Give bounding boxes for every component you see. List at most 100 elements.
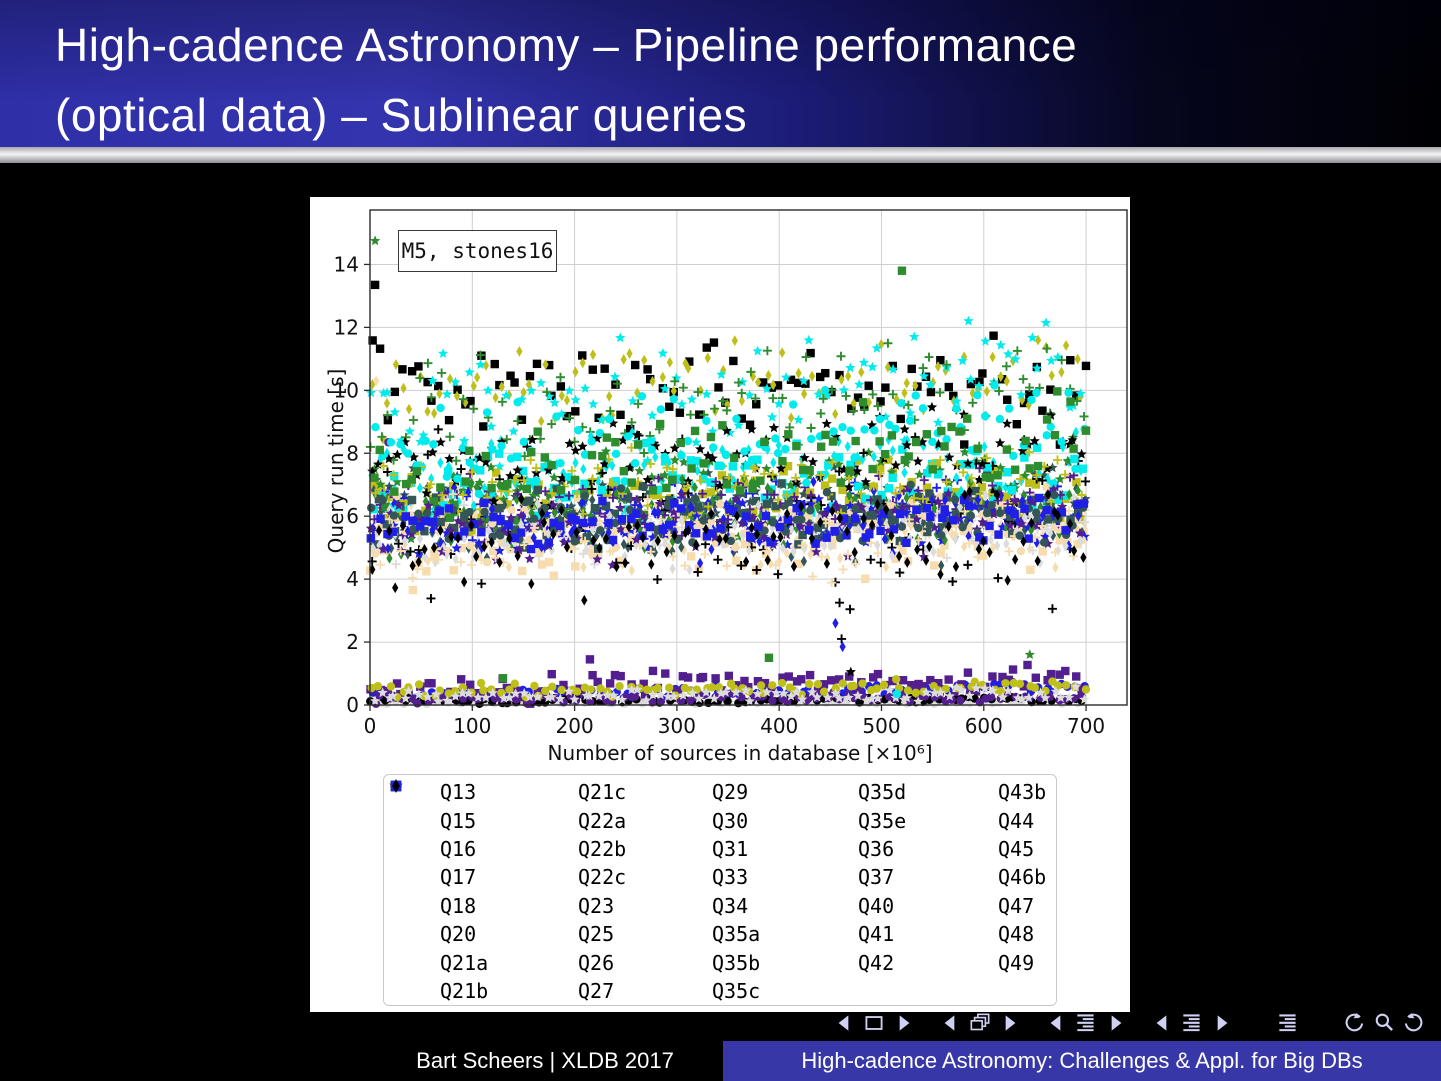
legend-label: Q21b <box>440 978 489 1003</box>
undo-icon[interactable] <box>1341 1010 1367 1036</box>
next-subsection-icon[interactable] <box>1209 1010 1235 1036</box>
slide-title-bar: High-cadence Astronomy – Pipeline perfor… <box>0 0 1441 147</box>
legend-label: Q35d <box>858 780 907 805</box>
series-Q49 <box>369 485 1087 606</box>
legend-marker-square-icon <box>390 780 424 832</box>
legend-item-q23: Q23 <box>392 779 670 920</box>
legend-item-q34: Q34 <box>390 780 816 920</box>
title-divider-strip <box>0 147 1441 163</box>
legend-item-q47: Q47 <box>390 780 1060 920</box>
legend-label: Q35b <box>712 950 761 975</box>
next-slide-icon[interactable] <box>891 1010 917 1036</box>
prev-subsection-icon[interactable] <box>1149 1010 1175 1036</box>
legend-label: Q44 <box>998 808 1035 833</box>
subsection-list-icon[interactable] <box>1179 1010 1205 1036</box>
y-axis-label: Query run time [s] <box>324 368 348 554</box>
x-tick-label: 700 <box>1067 714 1105 738</box>
legend-item-q35b: Q35b <box>392 779 816 976</box>
series-Q35c <box>370 681 1090 706</box>
legend-label: Q42 <box>858 950 895 975</box>
legend-item-q25: Q25 <box>389 779 670 948</box>
legend-item-q27: Q27 <box>390 780 670 1005</box>
legend-label: Q35a <box>712 922 761 947</box>
legend-marker-square-icon <box>390 780 424 974</box>
footer-author: Bart Scheers | XLDB 2017 <box>416 1048 674 1073</box>
legend-item-q22b: Q22b <box>390 780 670 863</box>
x-tick-label: 200 <box>556 714 594 738</box>
legend-marker-star-icon <box>389 779 424 888</box>
prev-slide-icon[interactable] <box>831 1010 857 1036</box>
legend-item-q35c: Q35c <box>389 779 816 1005</box>
legend-item-q22a: Q22a <box>390 780 670 834</box>
legend-label: Q30 <box>712 808 749 833</box>
legend-item-q42: Q42 <box>390 780 956 976</box>
legend-item-q37: Q37 <box>392 779 956 891</box>
legend-item-q17: Q17 <box>389 779 536 891</box>
legend-label: Q34 <box>712 893 749 918</box>
legend-item-q43b: Q43b <box>390 778 1060 806</box>
series-Q15 <box>368 280 1091 449</box>
legend-label: Q25 <box>578 922 615 947</box>
legend-item-q31: Q31 <box>389 779 816 863</box>
legend-label: Q36 <box>858 836 895 861</box>
x-tick-label: 600 <box>965 714 1003 738</box>
prev-frame-icon[interactable] <box>937 1010 963 1036</box>
plot-legend: Q13 Q15 Q16 Q17 Q18 Q20 Q21a Q21b Q21c Q22a Q22b Q2… <box>383 774 1057 1006</box>
legend-item-q21b: Q21b <box>392 779 536 1005</box>
scatter-plot: 0 100 200 300 400 500 600 700 0 2 4 6 8 10 12 14 <box>334 209 1128 738</box>
next-section-icon[interactable] <box>1103 1010 1129 1036</box>
legend-label: Q22c <box>578 865 627 890</box>
y-tick-label: 0 <box>346 693 359 717</box>
legend-marker-diamond-icon <box>392 779 842 888</box>
x-tick-label: 400 <box>760 714 798 738</box>
legend-label: Q18 <box>440 893 477 918</box>
prev-section-icon[interactable] <box>1043 1010 1069 1036</box>
nav-group-1 <box>935 1010 1025 1036</box>
y-tick-label: 2 <box>346 630 359 654</box>
legend-label: Q49 <box>998 950 1035 975</box>
frame-icon[interactable] <box>861 1010 887 1036</box>
legend-label: Q48 <box>998 922 1035 947</box>
legend-item-q35e: Q35e <box>390 780 956 834</box>
legend-label: Q13 <box>440 780 477 805</box>
legend-label: Q43b <box>998 780 1047 805</box>
slide-title-line2: (optical data) – Sublinear queries <box>55 89 748 141</box>
beamer-nav-strip <box>813 1008 1429 1038</box>
legend-marker-circle-icon <box>390 780 696 917</box>
legend-label: Q46b <box>998 865 1047 890</box>
legend-marker-circle-icon <box>390 780 424 945</box>
legend-marker-plus-icon <box>390 780 424 917</box>
legend-item-q18: Q18 <box>390 780 536 920</box>
legend-label: Q22b <box>578 836 627 861</box>
x-tick-label: 500 <box>862 714 900 738</box>
legend-marker-diamond-icon <box>392 779 982 974</box>
y-tick-label: 14 <box>334 252 359 276</box>
legend-marker-star-icon <box>389 779 696 860</box>
y-tick-label: 8 <box>346 441 359 465</box>
legend-marker-square-icon <box>390 780 982 945</box>
section-list-icon[interactable] <box>1073 1010 1099 1036</box>
legend-item-q16: Q16 <box>392 779 536 863</box>
legend-marker-diamond-icon <box>392 779 562 917</box>
nav-group-4 <box>1273 1010 1303 1036</box>
legend-item-q41: Q41 <box>390 780 956 948</box>
legend-label: Q23 <box>578 893 615 918</box>
legend-item-q30: Q30 <box>392 779 816 834</box>
redo-icon[interactable] <box>1401 1010 1427 1036</box>
legend-marker-circle-icon <box>390 780 982 917</box>
next-frame-icon[interactable] <box>997 1010 1023 1036</box>
legend-marker-plus-icon <box>390 780 696 888</box>
legend-label: Q16 <box>440 836 477 861</box>
legend-label: Q40 <box>858 893 895 918</box>
legend-item-q33: Q33 <box>390 780 816 891</box>
legend-label: Q45 <box>998 836 1035 861</box>
appendix-list-icon[interactable] <box>1275 1010 1301 1036</box>
y-tick-label: 10 <box>334 378 359 402</box>
frames-icon[interactable] <box>967 1010 993 1036</box>
legend-label: Q21c <box>578 780 627 805</box>
legend-label: Q35e <box>858 808 907 833</box>
x-axis-label: Number of sources in database [×10⁶] <box>547 741 933 765</box>
legend-marker-square-icon <box>390 780 562 888</box>
search-icon[interactable] <box>1371 1010 1397 1036</box>
